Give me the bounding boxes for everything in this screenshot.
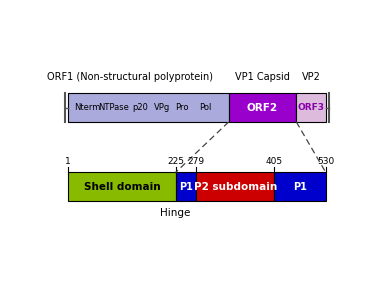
Text: P2 subdomain: P2 subdomain	[194, 182, 277, 192]
Text: 279: 279	[188, 157, 205, 166]
Text: ORF3: ORF3	[298, 103, 325, 112]
Text: 1: 1	[65, 157, 71, 166]
Bar	[296, 93, 326, 122]
Text: P1: P1	[179, 182, 193, 192]
Text: P1: P1	[293, 182, 307, 192]
Text: 405: 405	[266, 157, 283, 166]
Text: VPg: VPg	[154, 103, 171, 112]
Bar	[176, 172, 196, 201]
Text: VP2: VP2	[302, 72, 320, 82]
Bar	[196, 172, 274, 201]
Text: VP1 Capsid: VP1 Capsid	[235, 72, 290, 82]
Text: Pol: Pol	[199, 103, 211, 112]
Bar	[68, 172, 176, 201]
Text: 225: 225	[167, 157, 184, 166]
Text: 530: 530	[317, 157, 334, 166]
Text: Shell domain: Shell domain	[84, 182, 160, 192]
Text: Hinge: Hinge	[160, 207, 191, 217]
Text: p20: p20	[132, 103, 148, 112]
Text: Nterm: Nterm	[74, 103, 100, 112]
Bar	[229, 93, 296, 122]
Text: NTPase: NTPase	[98, 103, 129, 112]
Text: ORF2: ORF2	[247, 103, 278, 113]
Bar	[68, 93, 229, 122]
Bar	[274, 172, 326, 201]
Text: Pro: Pro	[175, 103, 188, 112]
Text: ORF1 (Non-structural polyprotein): ORF1 (Non-structural polyprotein)	[47, 72, 213, 82]
